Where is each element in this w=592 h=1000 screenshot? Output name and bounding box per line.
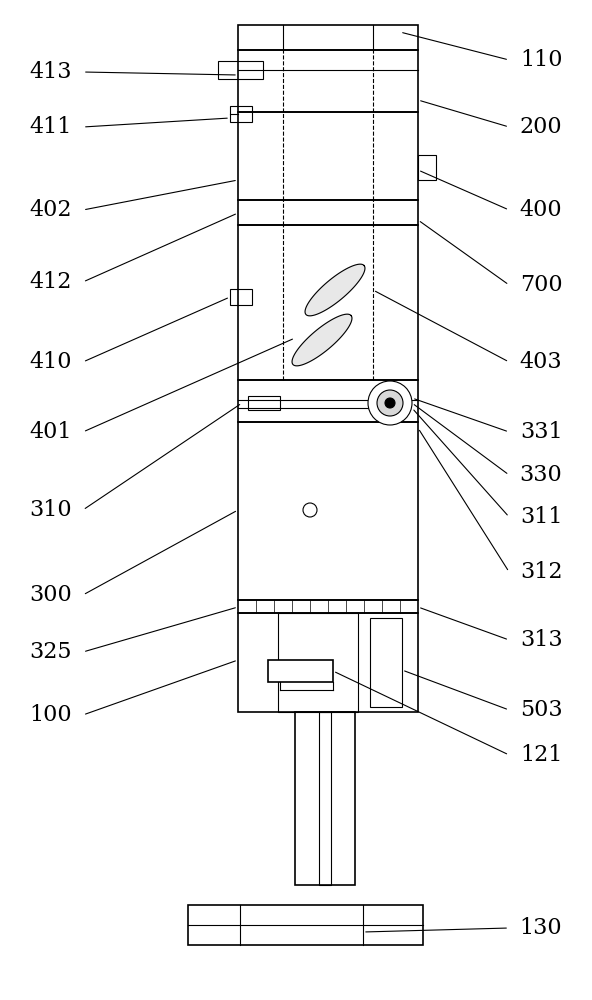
Text: 411: 411	[30, 116, 72, 138]
Text: 412: 412	[30, 271, 72, 293]
Circle shape	[385, 398, 395, 408]
Circle shape	[377, 390, 403, 416]
Text: 400: 400	[520, 199, 562, 221]
Polygon shape	[305, 264, 365, 316]
Text: 503: 503	[520, 699, 562, 721]
Bar	[238, 422, 418, 600]
Text: 325: 325	[30, 641, 72, 663]
Text: 402: 402	[30, 199, 72, 221]
Bar	[376, 396, 402, 410]
Text: 403: 403	[520, 351, 562, 373]
Bar	[268, 660, 333, 682]
Text: 331: 331	[520, 421, 562, 443]
Text: 330: 330	[520, 464, 562, 486]
Polygon shape	[292, 314, 352, 366]
Bar	[238, 200, 418, 225]
Bar	[230, 106, 252, 122]
Bar	[218, 61, 263, 79]
Bar	[278, 613, 358, 712]
Text: 200: 200	[520, 116, 562, 138]
Bar	[238, 225, 418, 380]
Circle shape	[303, 503, 317, 517]
Bar	[238, 50, 418, 112]
Bar	[319, 712, 331, 885]
Bar	[238, 112, 418, 200]
Bar	[418, 155, 436, 180]
Text: 130: 130	[520, 917, 562, 939]
Bar	[188, 905, 423, 945]
Text: 311: 311	[520, 506, 562, 528]
Bar	[238, 25, 418, 50]
Bar	[238, 613, 418, 712]
Text: 310: 310	[30, 499, 72, 521]
Text: 410: 410	[30, 351, 72, 373]
Text: 700: 700	[520, 274, 562, 296]
Text: 100: 100	[30, 704, 72, 726]
Text: 110: 110	[520, 49, 562, 71]
Text: 121: 121	[520, 744, 562, 766]
Text: 413: 413	[30, 61, 72, 83]
Bar	[238, 380, 418, 422]
Text: 300: 300	[30, 584, 72, 606]
Bar	[295, 712, 355, 885]
Bar	[248, 396, 280, 410]
Text: 401: 401	[30, 421, 72, 443]
Text: 312: 312	[520, 561, 562, 583]
Circle shape	[368, 381, 412, 425]
Text: 313: 313	[520, 629, 562, 651]
Bar	[370, 618, 402, 707]
Bar	[238, 600, 418, 613]
Bar	[230, 289, 252, 305]
